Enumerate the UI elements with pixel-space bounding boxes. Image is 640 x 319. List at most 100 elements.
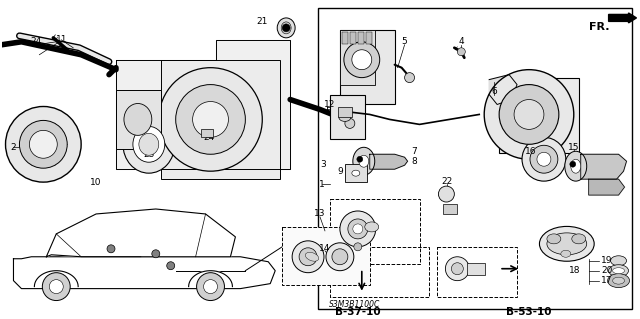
Circle shape (570, 161, 576, 167)
Text: 6: 6 (492, 87, 497, 96)
Bar (366, 32, 372, 44)
Circle shape (537, 152, 551, 166)
Ellipse shape (565, 151, 587, 181)
Circle shape (404, 73, 415, 83)
Circle shape (484, 70, 574, 159)
Bar (200, 130, 212, 137)
Bar (444, 204, 458, 214)
Ellipse shape (133, 126, 164, 162)
Ellipse shape (572, 234, 586, 244)
Circle shape (354, 243, 362, 251)
Circle shape (352, 50, 372, 70)
Circle shape (299, 248, 317, 266)
Bar (330, 94, 365, 139)
Bar (467, 263, 485, 275)
Ellipse shape (124, 103, 152, 135)
Text: 13: 13 (314, 210, 326, 219)
Text: 1: 1 (319, 180, 325, 189)
Ellipse shape (139, 133, 159, 155)
Ellipse shape (277, 18, 295, 38)
Text: 7: 7 (412, 147, 417, 156)
Text: 18: 18 (569, 266, 580, 275)
Bar (345, 164, 367, 182)
Circle shape (152, 250, 160, 258)
Polygon shape (13, 257, 275, 289)
Circle shape (167, 262, 175, 270)
Text: 5: 5 (325, 107, 331, 116)
Ellipse shape (561, 250, 571, 257)
Ellipse shape (352, 170, 360, 176)
Ellipse shape (571, 159, 580, 173)
Bar (350, 32, 356, 44)
Text: 19: 19 (601, 256, 612, 265)
Polygon shape (589, 179, 625, 195)
Circle shape (107, 245, 115, 253)
Ellipse shape (305, 252, 319, 261)
Text: 9: 9 (337, 167, 343, 176)
Circle shape (522, 137, 566, 181)
Circle shape (176, 85, 245, 154)
Circle shape (49, 280, 63, 293)
Ellipse shape (143, 137, 155, 151)
Ellipse shape (547, 233, 587, 255)
Circle shape (204, 280, 218, 293)
Bar (340, 30, 395, 105)
Polygon shape (189, 271, 232, 286)
Circle shape (445, 257, 469, 281)
Ellipse shape (540, 226, 594, 261)
Ellipse shape (353, 147, 375, 175)
Ellipse shape (611, 256, 627, 266)
Circle shape (42, 273, 70, 300)
Circle shape (282, 24, 290, 32)
Circle shape (499, 85, 559, 144)
Text: 3: 3 (320, 160, 326, 169)
Text: 11: 11 (56, 35, 67, 44)
FancyArrow shape (609, 13, 636, 23)
Text: 24: 24 (31, 37, 42, 46)
Ellipse shape (607, 274, 630, 288)
Text: 10: 10 (90, 178, 102, 187)
Bar (338, 108, 352, 117)
Bar (318, 8, 632, 308)
Circle shape (159, 68, 262, 171)
Circle shape (340, 211, 376, 247)
Bar (116, 90, 161, 149)
Polygon shape (370, 154, 408, 169)
Circle shape (514, 100, 544, 130)
Ellipse shape (612, 277, 625, 284)
Circle shape (357, 156, 363, 162)
Text: 17: 17 (601, 276, 612, 285)
Bar (358, 32, 364, 44)
Text: 2: 2 (11, 143, 16, 152)
Bar (330, 247, 429, 297)
Bar (499, 78, 579, 153)
Bar (340, 30, 375, 85)
Circle shape (19, 120, 67, 168)
Text: 5: 5 (402, 37, 408, 46)
Circle shape (6, 107, 81, 182)
Polygon shape (116, 40, 290, 169)
Circle shape (326, 243, 354, 271)
Circle shape (344, 42, 380, 78)
Polygon shape (35, 271, 78, 286)
Text: 20: 20 (601, 266, 612, 275)
Text: 21: 21 (257, 18, 268, 26)
Text: 15: 15 (568, 143, 580, 152)
Bar (330, 199, 420, 264)
Circle shape (332, 249, 348, 265)
Ellipse shape (612, 268, 625, 274)
Circle shape (196, 273, 225, 300)
Circle shape (353, 224, 363, 234)
Polygon shape (489, 75, 517, 105)
Text: B-37-10: B-37-10 (335, 307, 381, 316)
Text: FR.: FR. (589, 22, 609, 32)
Text: 16: 16 (525, 147, 537, 156)
FancyBboxPatch shape (282, 227, 370, 285)
Text: 8: 8 (412, 157, 417, 166)
Ellipse shape (123, 115, 175, 173)
Circle shape (292, 241, 324, 273)
Ellipse shape (339, 114, 351, 122)
Ellipse shape (359, 155, 369, 167)
Text: S3M3B1100C: S3M3B1100C (329, 300, 381, 308)
Text: 14: 14 (319, 244, 331, 253)
